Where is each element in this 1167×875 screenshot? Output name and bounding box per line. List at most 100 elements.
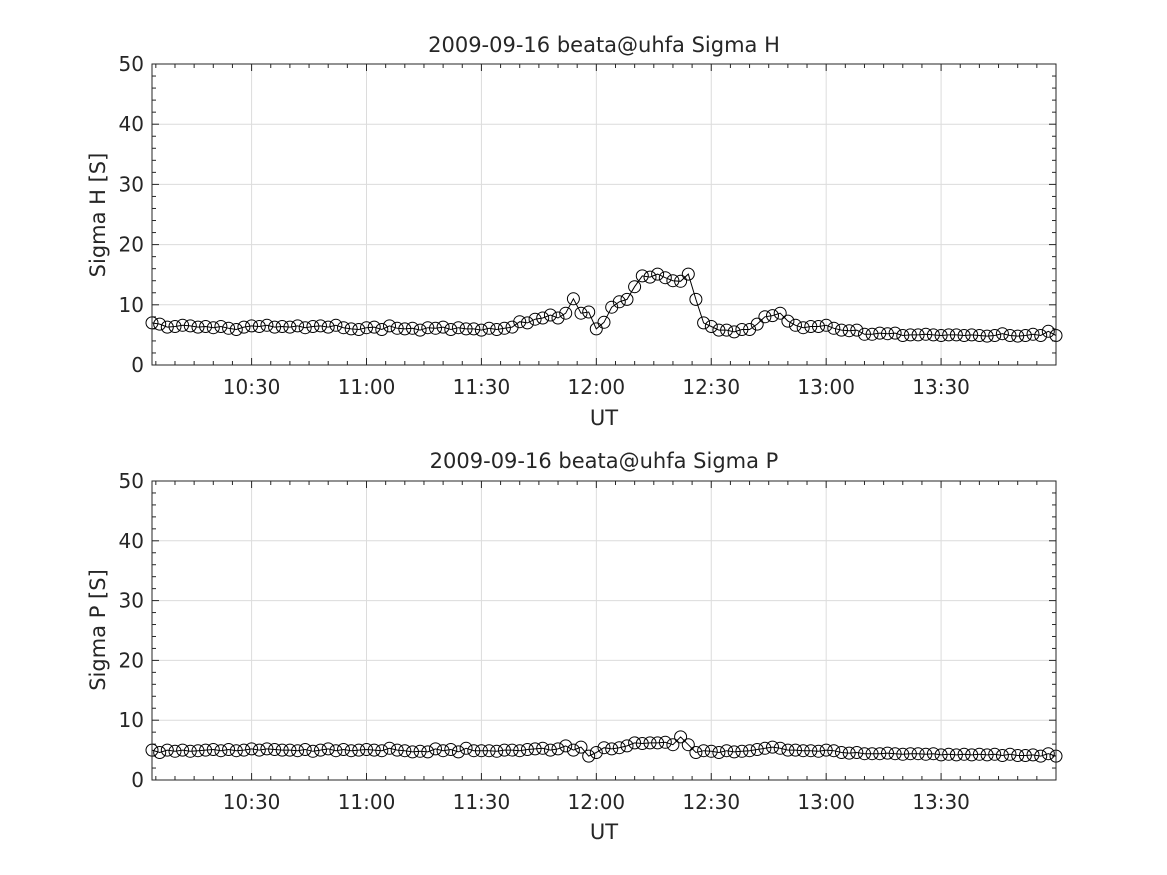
x-tick-label: 10:30 (223, 790, 281, 814)
data-point (926, 747, 940, 761)
data-point (283, 320, 297, 334)
data-point (773, 741, 787, 755)
data-point (406, 321, 419, 335)
data-point (436, 744, 450, 758)
data-point (957, 747, 971, 761)
data-point (214, 744, 228, 758)
data-point (850, 323, 864, 337)
x-tick-label: 13:30 (912, 790, 970, 814)
data-point (383, 741, 396, 755)
data-point (1011, 329, 1025, 343)
data-point (743, 744, 757, 758)
data-points (145, 267, 1063, 343)
data-point (375, 744, 389, 758)
data-point (858, 747, 871, 761)
data-point (191, 744, 205, 758)
chart-title: 2009-09-16 beata@uhfa Sigma P (430, 449, 779, 473)
data-point (712, 323, 726, 337)
axis-ticks (152, 480, 1056, 781)
data-point (605, 742, 619, 756)
data-point (804, 744, 818, 758)
x-tick-label: 11:30 (453, 375, 511, 399)
data-point (367, 743, 381, 757)
data-point (628, 736, 642, 750)
tick-labels: 0 10 20 30 40 50 10:30 11:00 11:30 12:00 12:30 13:0… (119, 52, 970, 399)
data-point (727, 325, 741, 339)
data-point (735, 323, 749, 336)
data-point (559, 306, 573, 320)
data-point (727, 745, 741, 759)
data-point (451, 745, 465, 759)
x-tick-label: 11:00 (338, 790, 396, 814)
data-point (574, 306, 588, 320)
data-point (858, 327, 871, 341)
data-point (344, 322, 358, 336)
data-point (283, 743, 297, 757)
data-point (681, 267, 695, 281)
chart-title: 2009-09-16 beata@uhfa Sigma H (428, 33, 780, 57)
data-point (773, 306, 787, 320)
data-point (926, 328, 940, 342)
data-point (972, 747, 986, 761)
series-line (151, 736, 1057, 757)
data-point (804, 320, 818, 333)
data-point (528, 312, 542, 326)
x-tick-label: 12:00 (568, 375, 626, 399)
data-point (444, 743, 458, 756)
data-point (689, 292, 703, 306)
data-point (551, 742, 565, 756)
data-point (681, 738, 695, 752)
data-point (536, 311, 550, 325)
data-point (168, 320, 182, 333)
data-point (429, 321, 442, 335)
data-point (390, 321, 404, 335)
data-point (812, 320, 825, 333)
data-point (528, 742, 542, 756)
data-point (796, 321, 810, 335)
data-point (314, 319, 327, 333)
y-tick-label: 50 (119, 469, 144, 493)
data-point (597, 741, 611, 755)
sigma-p-panel: 2009-09-16 beata@uhfa Sigma P UT Sigma P… (86, 449, 1063, 844)
data-point (911, 328, 925, 342)
y-tick-label: 50 (119, 52, 144, 76)
data-point (421, 745, 435, 759)
data-point (367, 320, 381, 334)
data-point (229, 744, 243, 758)
y-tick-label: 0 (131, 353, 144, 377)
data-point (559, 739, 573, 753)
data-point (275, 320, 289, 333)
data-point (176, 743, 190, 757)
data-point (666, 274, 680, 288)
data-point (758, 310, 772, 324)
y-tick-label: 30 (119, 589, 144, 613)
data-point (505, 743, 519, 757)
data-point (574, 740, 588, 754)
x-tick-label: 13:00 (797, 375, 855, 399)
data-point (237, 743, 251, 757)
data-point (298, 321, 312, 335)
data-point (206, 743, 220, 756)
data-point (919, 327, 933, 341)
data-point (689, 746, 703, 759)
data-point (329, 744, 343, 758)
data-point (965, 328, 979, 342)
data-point (972, 329, 986, 342)
x-tick-label: 12:30 (682, 790, 740, 814)
data-point (566, 743, 580, 757)
data-point (766, 740, 779, 754)
data-point (635, 737, 649, 750)
tick-labels: 0 10 20 30 40 50 10:30 11:00 11:30 12:00 12:30 13:0… (119, 469, 970, 814)
data-point (827, 321, 841, 335)
data-point (160, 320, 174, 334)
data-point (206, 321, 220, 335)
data-point (635, 269, 649, 283)
data-point (176, 318, 190, 332)
data-point (881, 746, 894, 760)
y-tick-label: 30 (119, 172, 144, 196)
data-point (360, 321, 373, 335)
data-point (260, 742, 274, 756)
data-point (543, 743, 557, 757)
data-point (582, 305, 596, 319)
data-point (321, 742, 335, 756)
